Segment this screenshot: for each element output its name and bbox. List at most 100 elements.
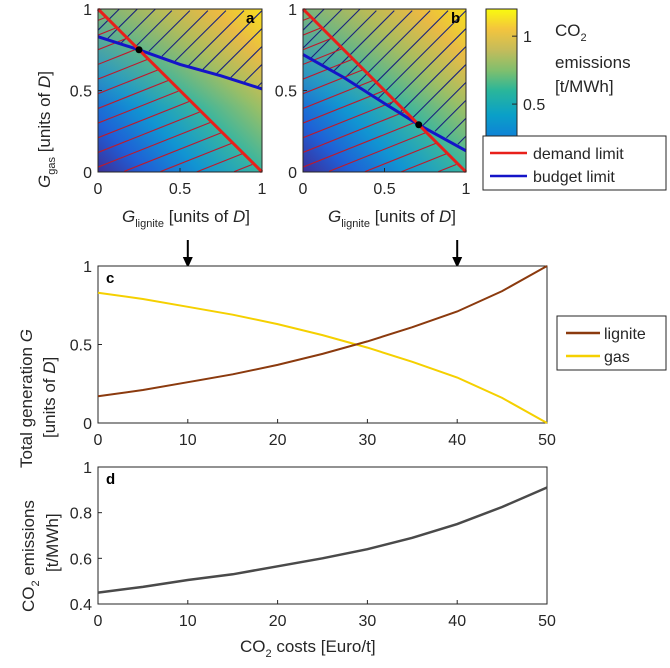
budget-hatch-line — [377, 10, 466, 100]
x-tick-label: 0 — [94, 181, 103, 198]
demand-hatch-line — [303, 69, 364, 95]
x-tick-label: 40 — [448, 432, 466, 449]
demand-hatch-line — [98, 100, 191, 139]
x-tick-label: 10 — [179, 613, 197, 630]
budget-hatch-line — [367, 10, 449, 91]
demand-hatch-line — [98, 111, 200, 153]
demand-hatch-line — [124, 132, 222, 172]
colorbar-title: CO2 — [555, 21, 587, 44]
x-tick-label: 0.5 — [373, 181, 395, 198]
budget-hatch-line — [133, 10, 173, 49]
arrow-head — [182, 257, 193, 268]
budget-hatch-line — [457, 135, 466, 145]
demand-hatch-line — [303, 27, 322, 36]
demand-hatch-line — [438, 163, 457, 172]
x-tick-label: 20 — [269, 613, 287, 630]
ticks-d: 0 10 20 30 40 50 0.4 0.6 0.8 1 — [70, 460, 556, 630]
y-tick-label: 0.5 — [275, 84, 297, 101]
demand-hatch-line — [98, 48, 138, 65]
xlabel-d: CO2 costs [Euro/t] — [240, 637, 376, 660]
legend-fuels: lignite gas — [556, 315, 667, 371]
budget-hatch-line — [174, 10, 227, 62]
hatching-a — [98, 9, 262, 172]
demand-hatch-line — [364, 142, 437, 172]
ticks-ab: 0 0.5 1 0 0.5 1 0 0.5 1 0 0.5 1 — [70, 2, 471, 198]
demand-hatch-line — [303, 38, 331, 51]
budget-hatch-line — [389, 28, 466, 106]
budget-hatch-line — [161, 10, 209, 57]
x-tick-label: 0.5 — [169, 181, 191, 198]
budget-hatch-line — [215, 28, 262, 75]
x-tick-label: 50 — [538, 432, 556, 449]
legend-budget-label: budget limit — [533, 169, 615, 186]
demand-hatch-line — [303, 48, 343, 65]
y-tick-label: 0.5 — [70, 338, 92, 355]
x-tick-label: 30 — [359, 613, 377, 630]
demand-hatch-line — [98, 121, 212, 168]
ticks-c: 0 10 20 30 40 50 0 0.5 1 — [70, 259, 556, 449]
budget-hatch-line — [322, 10, 377, 65]
legend-demand-label: demand limit — [533, 146, 624, 163]
budget-limit-line-a — [97, 35, 263, 91]
x-tick-label: 1 — [462, 181, 471, 198]
xlabel-a: Glignite [units of D] — [122, 207, 250, 230]
budget-hatch-line — [310, 9, 361, 59]
x-tick-label: 0 — [299, 181, 308, 198]
colorbar-tick-label: 1 — [523, 29, 532, 46]
budget-hatch-line — [333, 10, 395, 72]
budget-hatch-line — [356, 10, 431, 85]
demand-hatch-line — [98, 59, 148, 80]
demand-limit-line-b — [301, 7, 468, 174]
y-tick-label: 0 — [83, 165, 92, 182]
budget-hatch-line — [421, 81, 466, 127]
demand-hatch-line — [303, 121, 416, 168]
y-tick-label: 1 — [83, 460, 92, 477]
panel-letter-b: b — [451, 10, 460, 27]
demand-hatch-line — [400, 153, 447, 172]
budget-limit-line-b — [302, 53, 467, 153]
budget-hatch-line — [400, 46, 466, 113]
panel-letter-d: d — [106, 471, 115, 488]
demand-hatch-line — [328, 132, 426, 172]
gas-series-line — [97, 291, 548, 424]
demand-hatch-line — [303, 111, 405, 153]
lignite-series-line — [97, 265, 548, 398]
x-tick-label: 20 — [269, 432, 287, 449]
budget-hatch-line — [446, 117, 466, 139]
panel-d: 0 10 20 30 40 50 0.4 0.6 0.8 1 d CO2 emissions [t… — [19, 460, 556, 660]
ylabel-d-line2: [t/MWh] — [43, 513, 62, 572]
budget-hatch-line — [434, 99, 466, 132]
demand-hatch-line — [98, 79, 169, 109]
panel-c: 0 10 20 30 40 50 0 0.5 1 c Total generation G [u… — [17, 259, 556, 468]
legend-limits-box — [482, 135, 667, 191]
colorbar-tick-label: 0.5 — [523, 97, 545, 114]
y-tick-label: 0.8 — [70, 506, 92, 523]
y-tick-label: 1 — [83, 259, 92, 276]
hatching-b — [303, 9, 466, 172]
arrow-head — [452, 257, 463, 268]
cost-arrows — [182, 240, 463, 268]
y-tick-label: 1 — [288, 2, 297, 19]
legend-limits: demand limit budget limit — [482, 135, 667, 191]
ylabel-c-line2: [units of D] — [40, 357, 59, 438]
legend-gas-label: gas — [604, 349, 630, 366]
demand-hatch-line — [98, 38, 127, 51]
demand-hatch-line — [233, 163, 253, 172]
demand-hatch-line — [303, 100, 395, 139]
demand-hatch-line — [303, 90, 384, 124]
intersection-point-a — [135, 46, 143, 54]
demand-hatch-line — [196, 153, 243, 172]
budget-hatch-line — [148, 10, 191, 52]
demand-hatch-line — [160, 142, 233, 172]
budget-hatch-line — [187, 10, 245, 67]
budget-hatch-line — [107, 9, 138, 39]
ylabel-d-line1: CO2 emissions — [19, 500, 42, 612]
ylabel-c-line1: Total generation G — [17, 329, 36, 468]
budget-hatch-line — [411, 64, 466, 119]
x-tick-label: 40 — [448, 613, 466, 630]
budget-hatch-line — [202, 10, 262, 70]
demand-hatch-line — [98, 90, 179, 124]
budget-hatch-line — [230, 46, 262, 78]
demand-hatch-line — [98, 69, 159, 95]
